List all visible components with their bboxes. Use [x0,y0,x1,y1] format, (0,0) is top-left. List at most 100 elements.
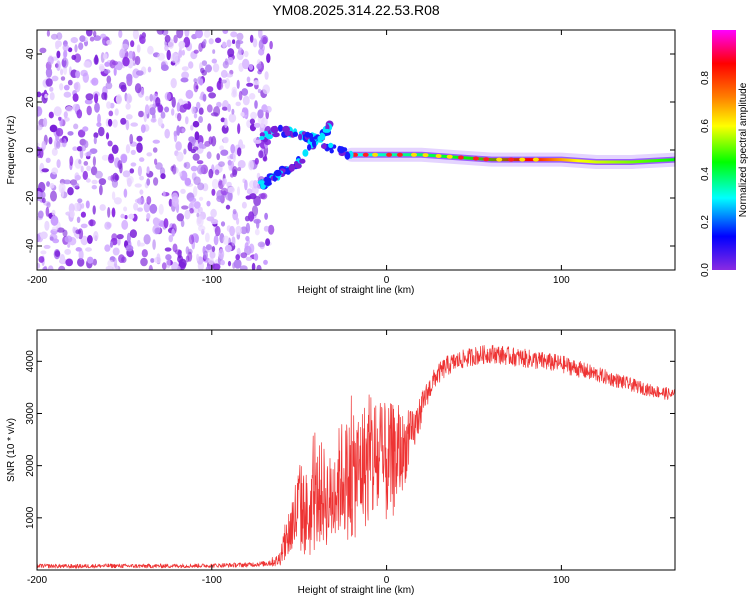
noise-blob [164,128,170,139]
noise-blob [229,225,236,237]
noise-blob [172,164,177,175]
noise-blob [78,42,84,50]
y-tick-label: 20 [25,96,36,108]
noise-blob [80,69,88,77]
noise-blob [224,244,232,253]
snr-frame [36,329,676,571]
noise-blob [80,165,84,173]
noise-blob [208,136,213,145]
noise-blob [205,64,212,73]
noise-blob [56,159,61,169]
noise-blob [130,149,136,155]
noise-blob [193,81,199,93]
noise-blob [224,117,228,128]
noise-blob [120,154,128,164]
noise-blob [181,128,185,133]
noise-blob [92,258,98,266]
noise-blob [235,225,242,235]
noise-blob [164,44,169,52]
noise-blob [111,179,118,188]
noise-blob [93,132,99,139]
noise-blob [157,52,166,61]
noise-blob [262,156,268,162]
snr-panel: -200 -100 0 100 1000 2000 3000 4000 Height of … [6,329,676,596]
noise-blob [195,30,203,39]
noise-blob [231,86,238,95]
spectrogram-y-ticks: -40 -20 0 20 40 [25,48,675,253]
noise-blob [176,213,184,222]
lower-branch-blob [312,139,316,148]
x-tick-label: -200 [27,275,47,286]
noise-blob [256,63,262,70]
noise-blob [106,101,112,109]
noise-blob [248,243,255,254]
noise-blob [194,131,200,141]
noise-blob [125,244,134,252]
noise-blob [113,67,117,76]
noise-blob [230,144,236,154]
carrier-peak [496,157,503,162]
colorbar-label: Normalized spectral amplitude [738,82,749,217]
noise-blob [39,47,47,54]
y-tick-label: -40 [25,238,36,253]
noise-blob [136,197,145,205]
noise-blob [103,53,108,60]
noise-blob [84,99,93,105]
noise-blob [144,104,150,115]
noise-blob [254,139,262,144]
noise-blob [232,151,236,163]
carrier-peak [446,154,453,159]
noise-blob [126,175,134,185]
noise-blob [236,79,240,89]
noise-blob [79,35,86,42]
noise-blob [184,209,191,220]
noise-blob [154,227,161,235]
noise-blob [56,32,63,40]
y-tick-label: -20 [25,190,36,205]
noise-blob [152,147,158,153]
noise-blob [123,206,128,212]
noise-blob [72,226,76,234]
noise-blob [126,232,131,244]
noise-blob [206,104,213,113]
noise-blob [222,41,227,48]
noise-blob [156,30,165,35]
noise-blob [245,195,252,200]
noise-blob [61,187,65,198]
figure-title: YM08.2025.314.22.53.R08 [272,2,440,18]
upper-branch-blob [282,125,290,133]
noise-blob [160,173,166,180]
noise-blob [85,93,94,101]
noise-blob [189,208,194,214]
noise-blob [121,43,129,50]
noise-blob [193,49,199,54]
noise-blob [50,190,57,202]
x-tick-label: -100 [202,575,222,586]
noise-blob [208,92,217,99]
y-tick-label: 3000 [25,402,36,425]
noise-blob [147,66,152,73]
noise-blob [74,174,81,181]
noise-blob [239,265,248,270]
noise-blob [111,144,119,154]
noise-blob [60,76,66,81]
noise-blob [119,48,125,59]
noise-blob [82,126,89,132]
noise-blob [134,183,142,188]
noise-blob [63,179,72,185]
noise-blob [231,108,235,115]
spectrogram-x-label: Height of straight line (km) [298,285,415,296]
noise-blob [242,95,250,106]
snr-x-label: Height of straight line (km) [298,585,415,596]
noise-blob [158,203,164,215]
noise-blob [246,82,254,87]
noise-blob [171,261,179,270]
noise-blob [82,170,89,180]
noise-blob [267,224,275,235]
noise-blob [262,84,271,95]
noise-blob [246,188,253,195]
noise-blob [197,206,203,214]
upper-branch-blob [292,131,298,137]
noise-blob [73,123,79,130]
